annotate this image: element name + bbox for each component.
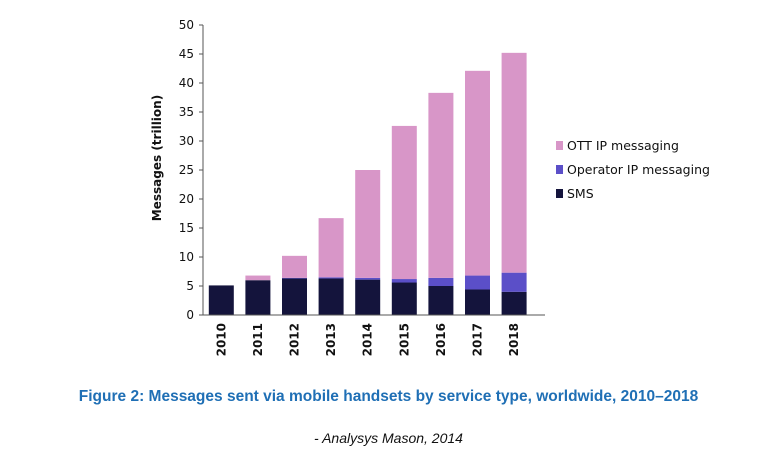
bar-sms-2018 [501, 291, 527, 315]
bar-sms-2016 [428, 286, 454, 315]
legend-swatch [556, 189, 563, 198]
y-axis: 0 5 10 15 20 25 30 35 40 45 50 [179, 18, 204, 322]
bar-sms-2014 [355, 279, 381, 315]
bar-operator-ip-messaging-2018 [501, 272, 527, 292]
bar-operator-ip-messaging-2014 [355, 277, 381, 280]
y-tick-label: 45 [179, 47, 194, 61]
x-tick-label: 2013 [324, 323, 338, 356]
x-tick-label: 2018 [507, 323, 521, 356]
bar-sms-2012 [282, 278, 307, 315]
legend-swatch [556, 165, 563, 174]
bar-ott-ip-messaging-2015 [391, 125, 417, 280]
bar-sms-2015 [391, 282, 417, 315]
legend-label: SMS [567, 186, 594, 201]
y-tick-label: 5 [186, 279, 194, 293]
bar-ott-ip-messaging-2011 [245, 275, 271, 281]
x-axis: 2010 2011 2012 2013 2014 2015 2016 2017 2018 [203, 314, 545, 356]
x-tick-label: 2014 [361, 323, 375, 356]
y-tick-label: 10 [179, 250, 194, 264]
bar-ott-ip-messaging-2018 [501, 52, 527, 273]
y-tick-label: 50 [179, 18, 194, 32]
x-tick-label: 2017 [471, 323, 485, 356]
y-tick-label: 15 [179, 221, 194, 235]
bar-operator-ip-messaging-2015 [391, 279, 417, 283]
bar-sms-2010 [208, 285, 234, 315]
bar-ott-ip-messaging-2016 [428, 92, 454, 278]
y-tick-label: 35 [179, 105, 194, 119]
y-axis-title: Messages (trillion) [150, 95, 164, 221]
bar-operator-ip-messaging-2012 [282, 277, 307, 279]
legend-label: Operator IP messaging [567, 162, 710, 177]
y-tick-label: 30 [179, 134, 194, 148]
x-tick-label: 2012 [288, 323, 302, 356]
source-credit: - Analysys Mason, 2014 [314, 430, 463, 446]
y-tick-label: 0 [186, 308, 194, 322]
legend-label: OTT IP messaging [567, 138, 679, 153]
x-tick-label: 2016 [434, 323, 448, 356]
bar-sms-2013 [318, 278, 344, 315]
bar-sms-2017 [465, 289, 490, 315]
bars [208, 52, 527, 315]
y-tick-label: 20 [179, 192, 194, 206]
bar-operator-ip-messaging-2016 [428, 277, 454, 286]
bar-ott-ip-messaging-2017 [465, 70, 490, 276]
y-tick-label: 25 [179, 163, 194, 177]
bar-ott-ip-messaging-2012 [282, 255, 307, 278]
x-tick-label: 2011 [251, 323, 265, 356]
legend: OTT IP messaging Operator IP messaging SMS [556, 138, 710, 201]
bar-operator-ip-messaging-2013 [318, 277, 344, 279]
bar-ott-ip-messaging-2014 [355, 170, 381, 278]
y-tick-label: 40 [179, 76, 194, 90]
legend-swatch [556, 141, 563, 150]
bar-operator-ip-messaging-2017 [465, 275, 490, 290]
bar-ott-ip-messaging-2013 [318, 218, 344, 278]
x-tick-label: 2010 [214, 323, 228, 356]
bar-sms-2011 [245, 280, 271, 315]
x-tick-label: 2015 [397, 323, 411, 356]
figure-caption: Figure 2: Messages sent via mobile hands… [78, 388, 699, 405]
